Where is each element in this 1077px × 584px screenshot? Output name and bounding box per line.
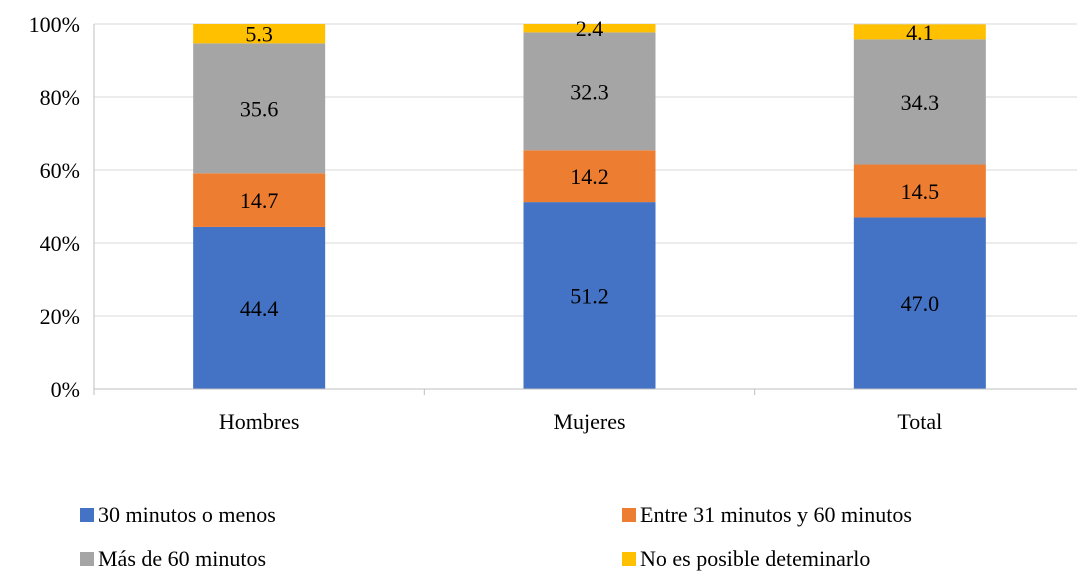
legend-swatch <box>622 552 636 566</box>
bar-segment <box>523 24 656 33</box>
legend-item: 30 minutos o menos <box>80 502 276 527</box>
bar-segment <box>853 39 986 165</box>
x-axis <box>93 24 1077 395</box>
bar-segment <box>523 32 656 151</box>
data-label: 32.3 <box>570 79 609 104</box>
x-tick-label: Hombres <box>219 409 300 434</box>
data-label: 44.4 <box>240 296 279 321</box>
legend-swatch <box>80 508 94 522</box>
y-tick-label: 80% <box>40 85 80 110</box>
legend-label: Entre 31 minutos y 60 minutos <box>640 502 912 527</box>
y-tick-label: 100% <box>29 12 80 37</box>
data-labels: 44.4 14.7 35.6 5.3 51.2 14.2 32.3 2.4 47.0 14.5 34… <box>240 16 939 321</box>
data-label: 47.0 <box>901 291 940 316</box>
data-label: 34.3 <box>901 90 940 115</box>
data-label: 4.1 <box>906 20 934 45</box>
data-label: 14.7 <box>240 188 279 213</box>
y-tick-label: 20% <box>40 304 80 329</box>
bar-segment <box>853 24 986 40</box>
bar-segment <box>523 202 656 389</box>
x-tick-label: Mujeres <box>553 409 625 434</box>
legend-swatch <box>80 552 94 566</box>
legend-label: Más de 60 minutos <box>98 546 266 571</box>
data-label: 5.3 <box>245 22 273 47</box>
bar-segment <box>853 217 986 389</box>
legend-swatch <box>622 508 636 522</box>
bar-segment <box>193 24 326 44</box>
legend-label: 30 minutos o menos <box>98 502 276 527</box>
bar-segment <box>193 43 326 174</box>
x-tick-label: Total <box>897 409 942 434</box>
legend-item: Más de 60 minutos <box>80 546 266 571</box>
bar-segment <box>853 164 986 218</box>
legend: 30 minutos o menos Entre 31 minutos y 60 … <box>80 502 912 571</box>
data-label: 14.5 <box>901 179 940 204</box>
data-label: 51.2 <box>570 284 609 309</box>
y-tick-label: 0% <box>51 377 80 402</box>
data-label: 14.2 <box>570 164 609 189</box>
legend-label: No es posible deteminarlo <box>640 546 870 571</box>
bar-segment <box>193 226 326 389</box>
y-tick-label: 40% <box>40 231 80 256</box>
legend-item: No es posible deteminarlo <box>622 546 870 571</box>
x-axis-tick-labels: Hombres Mujeres Total <box>219 409 942 434</box>
bar-segment <box>193 173 326 227</box>
y-axis-tick-labels: 0% 20% 40% 60% 80% 100% <box>29 12 80 402</box>
bars <box>193 24 986 389</box>
data-label: 2.4 <box>576 16 604 41</box>
y-tick-label: 60% <box>40 158 80 183</box>
legend-item: Entre 31 minutos y 60 minutos <box>622 502 912 527</box>
data-label: 35.6 <box>240 96 279 121</box>
bar-segment <box>523 150 656 203</box>
